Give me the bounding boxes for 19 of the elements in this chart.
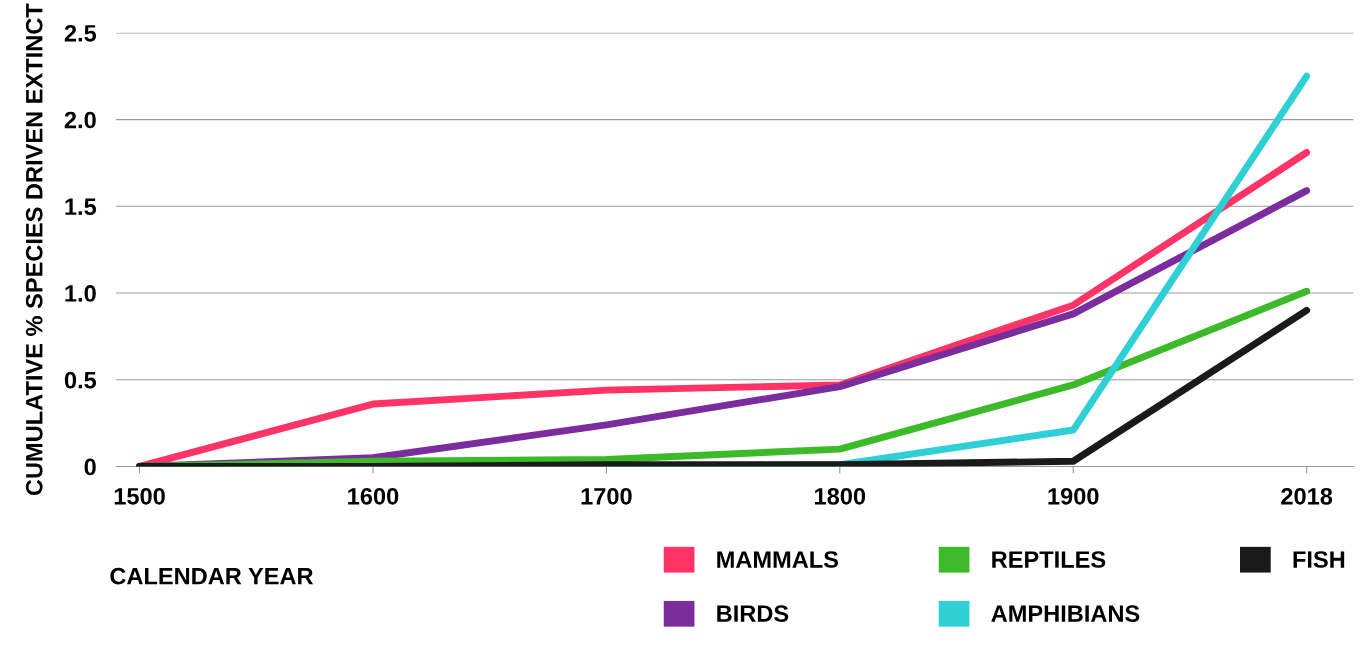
x-tick-label: 1700 (581, 487, 632, 505)
y-tick-label: 2.5 (64, 24, 97, 42)
legend-label: AMPHIBIANS (991, 605, 1140, 622)
x-tick-label: 2018 (1281, 487, 1333, 505)
x-tick-label: 1500 (114, 487, 165, 505)
x-tick-label: 1800 (815, 487, 866, 505)
x-tick-label: 1900 (1048, 487, 1099, 505)
y-axis-title: CUMULATIVE % SPECIES DRIVEN EXTINCT (25, 3, 43, 496)
y-tick-label: 2.0 (64, 111, 96, 129)
legend-label: MAMMALS (717, 551, 839, 568)
legend-label: BIRDS (717, 605, 789, 622)
legend-label: FISH (1293, 551, 1345, 568)
y-tick-label: 0 (84, 458, 96, 476)
y-tick-label: 1.0 (65, 285, 96, 302)
legend-label: REPTILES (992, 551, 1106, 568)
x-axis-title: CALENDAR YEAR (110, 567, 314, 585)
x-tick-label: 1600 (348, 487, 399, 505)
y-tick-label: 1.5 (65, 198, 97, 216)
y-tick-label: 0.5 (64, 371, 97, 389)
